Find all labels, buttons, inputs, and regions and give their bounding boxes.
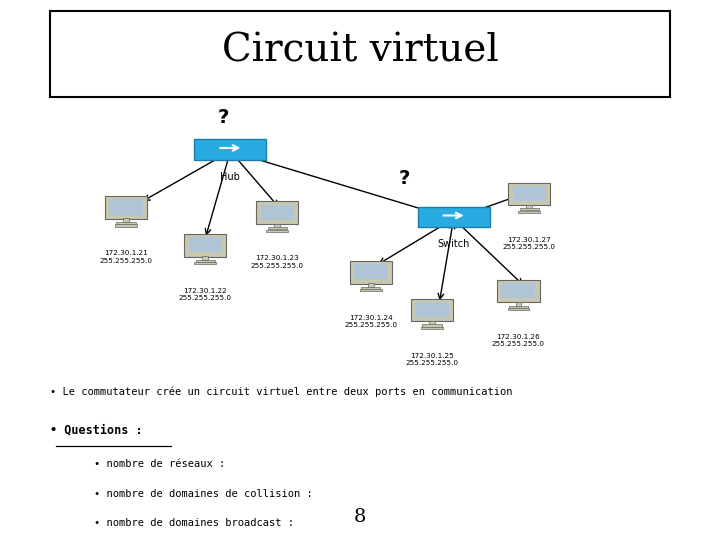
Bar xyxy=(184,234,226,256)
Bar xyxy=(189,237,222,252)
Bar xyxy=(194,262,216,265)
Text: 172.30.1.25
255.255.255.0: 172.30.1.25 255.255.255.0 xyxy=(405,353,459,366)
Text: 172.30.1.21
255.255.255.0: 172.30.1.21 255.255.255.0 xyxy=(99,250,153,264)
Text: 172.30.1.27
255.255.255.0: 172.30.1.27 255.255.255.0 xyxy=(503,237,556,250)
Text: 172.30.1.22
255.255.255.0: 172.30.1.22 255.255.255.0 xyxy=(179,288,232,301)
Bar xyxy=(411,299,453,321)
Text: ?: ? xyxy=(399,168,410,188)
Bar xyxy=(368,284,374,287)
Text: ?: ? xyxy=(217,108,229,127)
Text: • Le commutateur crée un circuit virtuel entre deux ports en communication: • Le commutateur crée un circuit virtuel… xyxy=(50,386,513,396)
Bar xyxy=(415,302,449,317)
Bar xyxy=(361,287,380,289)
Bar xyxy=(261,205,294,220)
Bar xyxy=(421,327,443,329)
Text: Hub: Hub xyxy=(220,172,240,182)
Bar xyxy=(350,261,392,284)
Bar xyxy=(509,306,528,308)
Bar xyxy=(194,139,266,160)
Bar xyxy=(123,219,129,222)
Bar xyxy=(516,302,521,306)
Bar xyxy=(256,201,298,224)
Text: • Questions :: • Questions : xyxy=(50,424,143,437)
Bar xyxy=(354,264,387,279)
Bar xyxy=(513,186,546,201)
Bar xyxy=(498,280,539,302)
Bar xyxy=(429,321,435,325)
Text: 172.30.1.24
255.255.255.0: 172.30.1.24 255.255.255.0 xyxy=(344,315,397,328)
Bar xyxy=(115,225,137,227)
Bar xyxy=(520,208,539,211)
Bar xyxy=(423,325,441,327)
Bar xyxy=(360,289,382,292)
Text: • nombre de domaines de collision :: • nombre de domaines de collision : xyxy=(94,489,312,499)
Text: 172.30.1.26
255.255.255.0: 172.30.1.26 255.255.255.0 xyxy=(492,334,545,347)
Text: Circuit virtuel: Circuit virtuel xyxy=(222,33,498,70)
Text: • nombre de domaines broadcast :: • nombre de domaines broadcast : xyxy=(94,518,294,529)
Bar xyxy=(274,224,280,228)
Text: 8: 8 xyxy=(354,509,366,526)
Bar xyxy=(202,256,208,260)
Bar xyxy=(196,260,215,262)
Text: Switch: Switch xyxy=(438,239,469,249)
Text: 172.30.1.23
255.255.255.0: 172.30.1.23 255.255.255.0 xyxy=(251,255,304,269)
Bar xyxy=(508,183,550,205)
Bar xyxy=(526,205,532,209)
Bar xyxy=(105,196,147,219)
Bar xyxy=(508,308,529,310)
Bar xyxy=(418,207,490,227)
Bar xyxy=(266,230,288,232)
Bar xyxy=(502,283,535,298)
Bar xyxy=(117,222,135,224)
Text: • nombre de réseaux :: • nombre de réseaux : xyxy=(94,459,225,469)
Bar xyxy=(268,227,287,230)
Bar xyxy=(109,199,143,214)
Bar xyxy=(518,211,540,213)
Bar xyxy=(50,11,670,97)
